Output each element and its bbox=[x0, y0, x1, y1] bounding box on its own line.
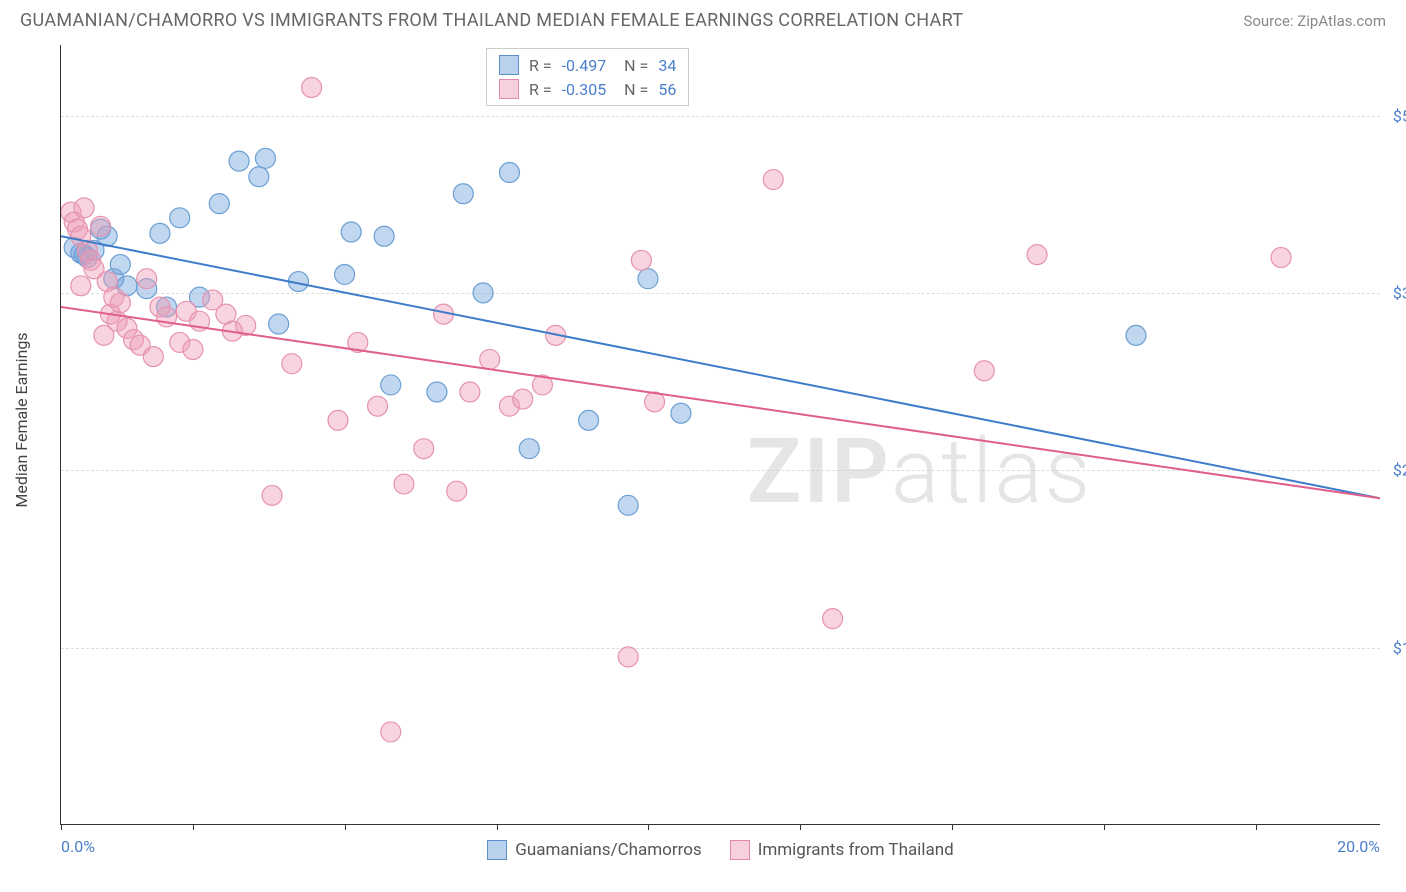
stat-r-value-pink: -0.305 bbox=[562, 80, 607, 99]
scatter-point bbox=[638, 269, 658, 289]
legend-swatch-pink-icon bbox=[730, 840, 750, 860]
scatter-point bbox=[414, 439, 434, 459]
scatter-point bbox=[381, 375, 401, 395]
scatter-point bbox=[341, 222, 361, 242]
scatter-point bbox=[499, 162, 519, 182]
stat-r-value-blue: -0.497 bbox=[562, 56, 607, 75]
scatter-point bbox=[974, 361, 994, 381]
scatter-point bbox=[91, 216, 111, 236]
source-label: Source: bbox=[1243, 12, 1297, 30]
scatter-point bbox=[262, 485, 282, 505]
scatter-point bbox=[183, 340, 203, 360]
y-tick-label: $12,500 bbox=[1385, 638, 1406, 657]
stat-n-label: N = bbox=[616, 56, 648, 75]
stat-n-label-2: N = bbox=[616, 80, 648, 99]
scatter-point bbox=[170, 208, 190, 228]
y-tick-label: $25,000 bbox=[1385, 461, 1406, 480]
scatter-point bbox=[229, 151, 249, 171]
x-tick bbox=[1104, 824, 1105, 830]
scatter-point bbox=[374, 226, 394, 246]
scatter-point bbox=[823, 609, 843, 629]
scatter-point bbox=[381, 722, 401, 742]
regression-line bbox=[61, 307, 1380, 498]
y-axis-label: Median Female Earnings bbox=[12, 332, 31, 507]
chart-title: GUAMANIAN/CHAMORRO VS IMMIGRANTS FROM TH… bbox=[20, 10, 963, 31]
scatter-point bbox=[473, 283, 493, 303]
source-value: ZipAtlas.com bbox=[1297, 12, 1386, 30]
scatter-point bbox=[143, 347, 163, 367]
scatter-point bbox=[282, 354, 302, 374]
chart-header: GUAMANIAN/CHAMORRO VS IMMIGRANTS FROM TH… bbox=[0, 0, 1406, 31]
x-tick bbox=[800, 824, 801, 830]
scatter-point bbox=[249, 167, 269, 187]
scatter-point bbox=[519, 439, 539, 459]
scatter-point bbox=[110, 255, 130, 275]
scatter-point bbox=[480, 349, 500, 369]
scatter-point bbox=[255, 148, 275, 168]
legend-item-pink: Immigrants from Thailand bbox=[730, 840, 954, 860]
legend-item-blue: Guamanians/Chamorros bbox=[487, 840, 701, 860]
regression-line bbox=[61, 236, 1380, 498]
y-tick-label: $50,000 bbox=[1385, 106, 1406, 125]
stats-row-blue: R = -0.497 N = 34 bbox=[499, 53, 676, 77]
x-tick bbox=[193, 824, 194, 830]
scatter-point bbox=[427, 382, 447, 402]
scatter-point bbox=[302, 78, 322, 98]
scatter-point bbox=[74, 198, 94, 218]
scatter-point bbox=[150, 223, 170, 243]
scatter-point bbox=[453, 184, 473, 204]
scatter-point bbox=[1271, 247, 1291, 267]
scatter-svg bbox=[61, 45, 1380, 824]
scatter-point bbox=[335, 264, 355, 284]
stat-r-label: R = bbox=[529, 56, 552, 75]
scatter-point bbox=[71, 276, 91, 296]
scatter-point bbox=[447, 481, 467, 501]
scatter-point bbox=[1126, 325, 1146, 345]
scatter-point bbox=[137, 269, 157, 289]
x-tick bbox=[61, 824, 62, 830]
swatch-pink-icon bbox=[499, 79, 519, 99]
x-tick bbox=[1256, 824, 1257, 830]
scatter-point bbox=[460, 382, 480, 402]
stat-n-value-blue: 34 bbox=[658, 56, 676, 75]
scatter-point bbox=[1027, 245, 1047, 265]
scatter-point bbox=[209, 194, 229, 214]
scatter-point bbox=[671, 403, 691, 423]
scatter-point bbox=[763, 170, 783, 190]
legend-label-pink: Immigrants from Thailand bbox=[758, 840, 954, 860]
x-tick bbox=[345, 824, 346, 830]
stat-r-label-2: R = bbox=[529, 80, 552, 99]
swatch-blue-icon bbox=[499, 55, 519, 75]
legend-label-blue: Guamanians/Chamorros bbox=[515, 840, 701, 860]
x-tick bbox=[497, 824, 498, 830]
x-tick bbox=[952, 824, 953, 830]
scatter-point bbox=[328, 410, 348, 430]
chart-source: Source: ZipAtlas.com bbox=[1243, 12, 1386, 30]
chart-plot-area: ZIPatlas R = -0.497 N = 34 R = -0.305 N … bbox=[60, 45, 1380, 825]
legend-swatch-blue-icon bbox=[487, 840, 507, 860]
y-tick-label: $37,500 bbox=[1385, 284, 1406, 303]
x-tick bbox=[648, 824, 649, 830]
bottom-legend: Guamanians/Chamorros Immigrants from Tha… bbox=[61, 840, 1380, 860]
scatter-point bbox=[618, 495, 638, 515]
scatter-point bbox=[513, 389, 533, 409]
scatter-point bbox=[394, 474, 414, 494]
scatter-point bbox=[110, 293, 130, 313]
scatter-point bbox=[618, 647, 638, 667]
stats-row-pink: R = -0.305 N = 56 bbox=[499, 77, 676, 101]
stats-legend-box: R = -0.497 N = 34 R = -0.305 N = 56 bbox=[486, 48, 689, 106]
scatter-point bbox=[579, 410, 599, 430]
scatter-point bbox=[269, 314, 289, 334]
scatter-point bbox=[368, 396, 388, 416]
stat-n-value-pink: 56 bbox=[658, 80, 676, 99]
scatter-point bbox=[631, 250, 651, 270]
